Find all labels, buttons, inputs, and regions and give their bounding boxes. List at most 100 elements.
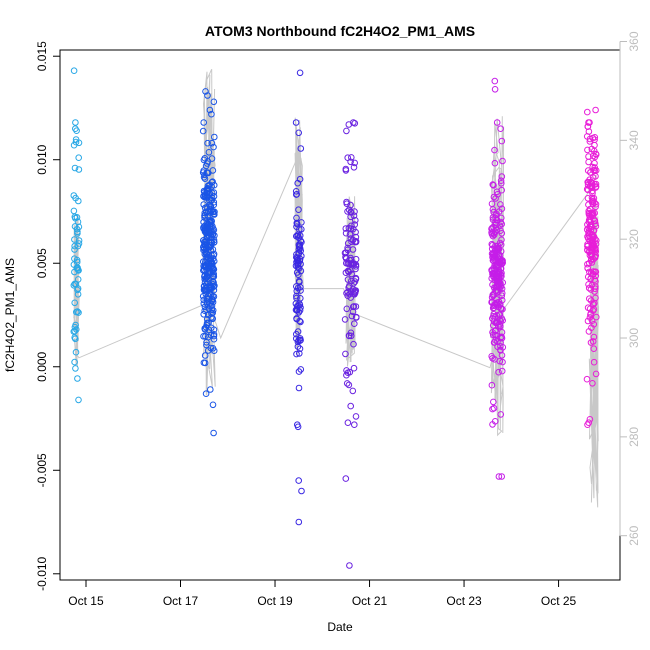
- data-point: [491, 356, 498, 363]
- data-point: [206, 243, 214, 251]
- data-point: [206, 106, 214, 114]
- data-point: [297, 336, 304, 344]
- data-point: [494, 275, 502, 282]
- data-point: [203, 186, 210, 194]
- data-point: [498, 292, 506, 300]
- data-point: [349, 308, 357, 316]
- data-point: [585, 119, 592, 126]
- data-point: [70, 141, 78, 149]
- y-axis-label: fC2H4O2_PM1_AMS: [3, 258, 17, 372]
- data-point: [208, 239, 215, 247]
- data-point: [493, 282, 501, 289]
- data-point: [206, 283, 213, 291]
- data-point: [491, 301, 498, 309]
- data-point: [498, 220, 506, 228]
- y-tick-label: 0.000: [35, 351, 49, 381]
- data-point: [587, 244, 595, 252]
- data-point: [71, 299, 78, 307]
- data-point: [210, 273, 218, 280]
- data-point: [490, 404, 498, 412]
- data-point: [496, 239, 504, 247]
- data-point: [203, 319, 211, 327]
- data-point: [209, 178, 216, 185]
- data-point: [295, 518, 303, 526]
- data-point: [592, 222, 600, 230]
- data-point: [293, 287, 301, 295]
- data-point: [586, 416, 594, 423]
- x-tick-label: Oct 21: [352, 594, 388, 608]
- data-point: [208, 314, 215, 321]
- data-point: [588, 198, 596, 206]
- y-tick-label: -0.010: [35, 556, 49, 590]
- data-point: [344, 419, 352, 427]
- data-point: [496, 222, 504, 230]
- data-point: [199, 127, 207, 135]
- data-point: [70, 282, 78, 289]
- data-point: [210, 332, 218, 340]
- data-point: [71, 358, 78, 366]
- x-tick-label: Oct 19: [257, 594, 293, 608]
- data-point: [74, 264, 81, 271]
- data-point: [498, 180, 505, 187]
- data-point: [208, 139, 216, 147]
- data-point: [489, 329, 496, 336]
- data-point: [208, 324, 215, 332]
- data-point: [352, 303, 360, 310]
- data-point: [204, 347, 212, 354]
- data-point: [208, 196, 215, 204]
- data-point: [294, 423, 302, 431]
- data-point: [590, 358, 598, 366]
- data-point: [344, 260, 352, 268]
- data-point: [349, 387, 357, 395]
- data-point: [210, 255, 217, 262]
- data-point: [202, 88, 209, 95]
- data-point: [585, 224, 593, 232]
- data-point: [591, 153, 599, 161]
- data-point: [588, 237, 596, 245]
- data-point: [345, 332, 353, 339]
- data-point: [293, 220, 301, 228]
- data-point: [208, 110, 215, 118]
- data-point: [74, 276, 82, 283]
- y-right-tick-label: 260: [627, 525, 641, 545]
- data-point: [347, 158, 354, 166]
- data-point: [498, 230, 506, 237]
- data-point: [490, 339, 498, 346]
- data-point: [343, 127, 350, 135]
- data-point: [201, 352, 209, 359]
- data-point: [584, 421, 591, 429]
- data-point: [346, 282, 353, 290]
- data-point: [75, 396, 82, 404]
- data-point: [295, 271, 302, 279]
- data-point: [498, 186, 506, 194]
- data-point: [345, 121, 353, 128]
- data-point: [585, 328, 593, 335]
- data-point: [200, 246, 207, 254]
- data-point: [585, 281, 592, 288]
- data-point: [348, 222, 355, 230]
- data-point: [72, 365, 79, 372]
- data-point: [296, 69, 304, 77]
- data-point: [293, 294, 300, 302]
- data-point: [352, 238, 360, 246]
- data-point: [348, 312, 356, 320]
- data-point: [346, 231, 354, 238]
- data-point: [203, 253, 210, 261]
- data-point: [295, 384, 303, 392]
- data-point: [347, 294, 355, 301]
- data-point: [205, 268, 212, 275]
- data-point: [589, 187, 596, 195]
- altitude-series: [73, 68, 600, 508]
- data-point: [593, 313, 600, 321]
- data-point: [590, 333, 598, 341]
- data-point: [584, 167, 592, 174]
- data-point: [204, 139, 211, 147]
- data-point: [352, 413, 360, 420]
- data-point: [205, 149, 213, 156]
- data-point: [204, 212, 212, 220]
- data-point: [201, 175, 209, 182]
- data-point: [296, 345, 304, 353]
- data-point: [201, 214, 208, 221]
- data-point: [351, 221, 359, 228]
- data-point: [200, 201, 207, 208]
